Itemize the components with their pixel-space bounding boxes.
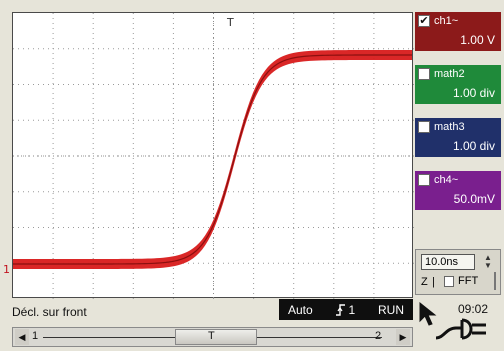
timebase-spinner[interactable]: ▲ ▼ xyxy=(479,254,497,270)
cursor1-marker[interactable]: 1 xyxy=(32,330,39,342)
zoom-separator: | xyxy=(432,276,435,288)
waveform-envelope xyxy=(13,50,412,269)
fft-checkbox[interactable] xyxy=(444,276,454,287)
ch1-scale-value[interactable]: 1.00 V xyxy=(415,30,501,51)
acquisition-mode[interactable]: Auto xyxy=(288,302,313,317)
ch4-scale-value[interactable]: 50.0mV xyxy=(415,189,501,210)
trigger-mode-text: Décl. sur front xyxy=(12,305,87,319)
ch1-header[interactable]: ✔ ch1~ xyxy=(415,12,501,30)
trigger-position-scroll-marker[interactable]: T xyxy=(208,330,215,342)
checkmark-icon: ✔ xyxy=(419,15,429,27)
scroll-right-arrow-icon[interactable]: ▶ xyxy=(396,329,410,345)
channel-panel-ch1[interactable]: ✔ ch1~ 1.00 V xyxy=(415,12,501,51)
fft-label: FFT xyxy=(458,275,479,287)
waveform-trace xyxy=(13,54,413,265)
math3-header[interactable]: math3 xyxy=(415,118,501,136)
run-state[interactable]: RUN xyxy=(378,302,404,317)
math3-scale-value[interactable]: 1.00 div xyxy=(415,136,501,157)
trigger-source[interactable]: 1 xyxy=(335,302,356,317)
ch1-label: ch1~ xyxy=(434,15,459,27)
acquisition-status[interactable]: Auto 1 RUN xyxy=(279,299,413,320)
ch4-header[interactable]: ch4~ xyxy=(415,171,501,189)
timebase-divider xyxy=(494,272,496,290)
math3-label: math3 xyxy=(434,121,465,133)
horizontal-position-scrollbar[interactable]: ◀ 1 T 2 ▶ xyxy=(12,327,413,347)
mouse-pointer-icon xyxy=(419,301,437,326)
ch1-checkbox[interactable]: ✔ xyxy=(418,15,430,27)
waveform-grid xyxy=(13,13,414,299)
ch4-checkbox[interactable] xyxy=(418,174,430,186)
channel1-offset-marker[interactable]: 1 xyxy=(3,263,10,276)
scroll-thumb[interactable] xyxy=(175,329,257,345)
spin-up-icon[interactable]: ▲ xyxy=(484,253,492,262)
ch4-label: ch4~ xyxy=(434,174,459,186)
math2-label: math2 xyxy=(434,68,465,80)
timebase-value[interactable]: 10.0ns xyxy=(421,254,475,270)
zoom-label[interactable]: Z xyxy=(421,276,428,288)
rising-edge-icon xyxy=(335,303,345,316)
timebase-panel: 10.0ns ▲ ▼ Z | FFT xyxy=(415,249,501,295)
math3-checkbox[interactable] xyxy=(418,121,430,133)
waveform-display[interactable]: T T xyxy=(12,12,429,299)
channel-panel-math3[interactable]: math3 1.00 div xyxy=(415,118,501,157)
spin-down-icon[interactable]: ▼ xyxy=(484,261,492,270)
clock: 09:02 xyxy=(458,302,489,316)
math2-checkbox[interactable] xyxy=(418,68,430,80)
channel-panel-ch4[interactable]: ch4~ 50.0mV xyxy=(415,171,501,210)
math2-scale-value[interactable]: 1.00 div xyxy=(415,83,501,104)
trigger-source-channel: 1 xyxy=(348,302,356,317)
ac-power-plug-icon xyxy=(435,318,486,340)
channel-panel-math2[interactable]: math2 1.00 div xyxy=(415,65,501,104)
math2-header[interactable]: math2 xyxy=(415,65,501,83)
trigger-position-marker[interactable]: T xyxy=(227,16,234,29)
scroll-left-arrow-icon[interactable]: ◀ xyxy=(15,329,29,345)
cursor2-marker[interactable]: 2 xyxy=(375,330,382,342)
